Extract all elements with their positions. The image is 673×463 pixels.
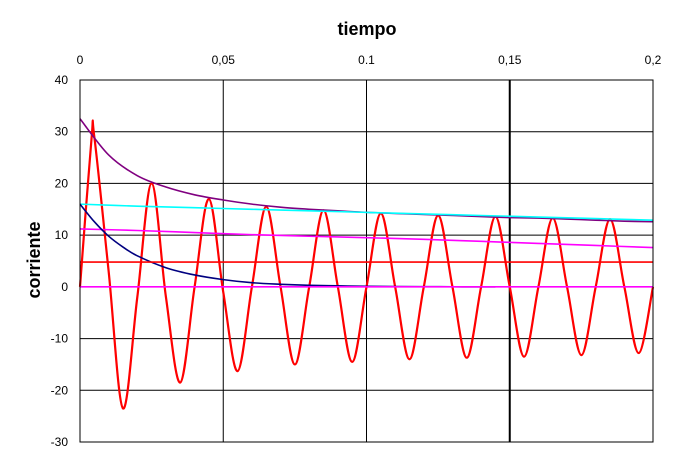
x-tick-label: 0.1 xyxy=(358,53,375,67)
y-tick-label: 20 xyxy=(55,176,69,190)
y-tick-label: -10 xyxy=(51,332,69,346)
y-tick-label: 10 xyxy=(55,228,69,242)
tick-labels: 40 30 20 10 0 -10 -20 -30 0 0,05 0.1 0,15 0,2 xyxy=(51,53,662,449)
x-tick-label: 0 xyxy=(77,53,84,67)
series-line-0 xyxy=(78,119,655,410)
series-line-2 xyxy=(79,203,654,221)
x-axis-title: tiempo xyxy=(337,19,396,39)
x-tick-label: 0,05 xyxy=(212,53,236,67)
y-tick-label: 0 xyxy=(61,280,68,294)
plot-border xyxy=(79,79,654,443)
x-tick-label: 0,15 xyxy=(498,53,522,67)
y-tick-label: -20 xyxy=(51,383,69,397)
y-tick-label: -30 xyxy=(51,435,69,449)
y-tick-label: 40 xyxy=(55,73,69,87)
y-tick-label: 30 xyxy=(55,125,69,139)
series-lines xyxy=(78,118,655,410)
series-line-3 xyxy=(79,228,654,249)
x-tick-label: 0,2 xyxy=(645,53,662,67)
y-axis-title: corriente xyxy=(24,221,44,298)
